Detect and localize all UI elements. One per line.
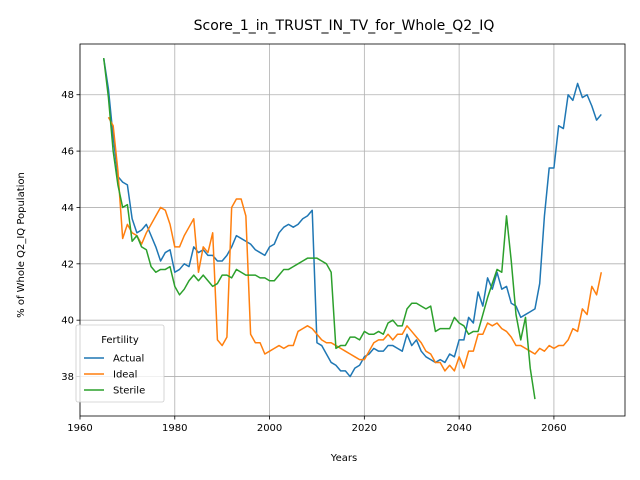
y-tick-label: 44 [61, 203, 74, 214]
x-tick-label: 2060 [541, 423, 566, 434]
legend-label-sterile: Sterile [113, 386, 145, 397]
x-tick-label: 2040 [446, 423, 471, 434]
y-tick-label: 42 [61, 259, 74, 270]
legend-entries: Actual Ideal Sterile [84, 354, 145, 397]
series-layer [102, 57, 603, 400]
legend-title: Fertility [101, 335, 139, 346]
y-tick-label: 40 [61, 316, 74, 327]
x-tick-label: 2000 [257, 423, 282, 434]
series-line-ideal [107, 116, 603, 372]
x-tick-label: 1980 [162, 423, 187, 434]
y-tick-label: 46 [61, 147, 74, 158]
series-line-actual [102, 57, 602, 378]
x-tick-label: 1960 [67, 423, 92, 434]
legend-label-ideal: Ideal [113, 370, 137, 381]
y-axis-label: % of Whole Q2_IQ Population [16, 172, 27, 318]
y-tick-label: 38 [61, 372, 74, 383]
series-line-sterile [102, 58, 536, 400]
y-tick-label: 48 [61, 90, 74, 101]
chart-title: Score_1_in_TRUST_IN_TV_for_Whole_Q2_IQ [194, 18, 495, 34]
x-axis-label: Years [330, 453, 357, 464]
legend-label-actual: Actual [113, 354, 144, 365]
legend: Fertility Actual Ideal Sterile [75, 324, 165, 403]
tick-layer: 1960 1980 2000 2020 2040 2060 38 40 42 44 46 48 [61, 90, 566, 434]
grid-layer [79, 44, 625, 416]
x-tick-label: 2020 [352, 423, 377, 434]
legend-box [75, 324, 165, 403]
plot-frame [79, 43, 626, 417]
